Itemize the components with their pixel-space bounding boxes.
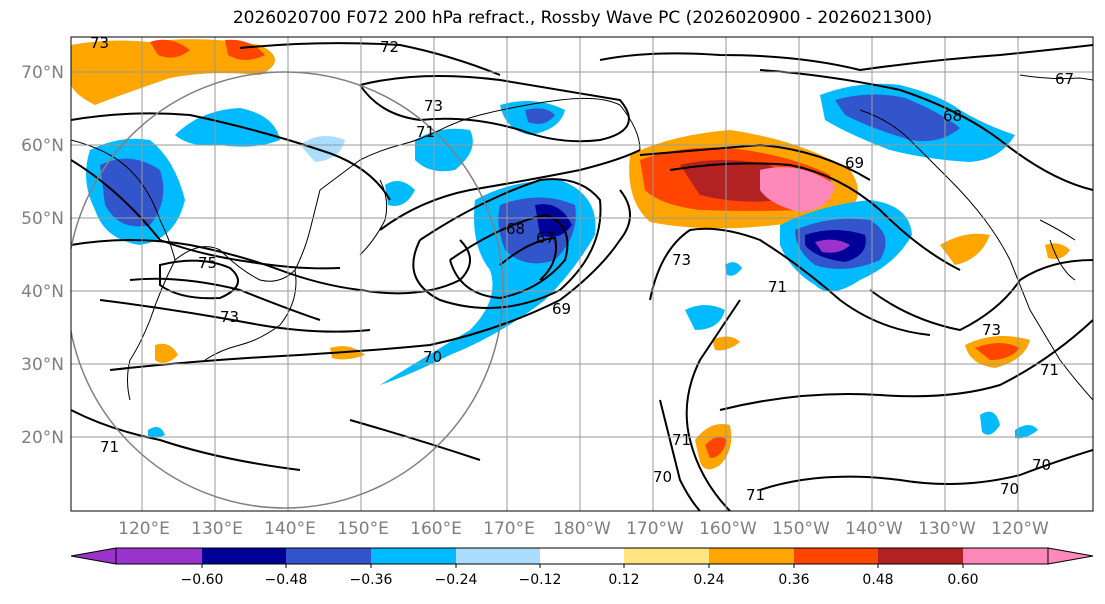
contour-label: 71 xyxy=(416,123,435,141)
colorbar-cell xyxy=(709,548,794,564)
longitude-labels: 120°E 130°E 140°E 150°E 160°E 170°E 180°… xyxy=(118,519,1049,539)
colorbar-tick-label: −0.60 xyxy=(181,572,224,588)
lon-label: 120°E xyxy=(118,519,170,539)
contour-label: 73 xyxy=(982,321,1001,339)
contour-label: 75 xyxy=(198,254,217,272)
colorbar-cells xyxy=(115,547,1049,565)
lon-label: 140°W xyxy=(845,519,903,539)
contour-label: 73 xyxy=(90,34,109,52)
colorbar: −0.60 −0.48 −0.36 −0.24 −0.12 0.12 0.24 0.36 0.4… xyxy=(70,547,1094,588)
contour-label: 67 xyxy=(536,229,555,247)
colorbar-cell xyxy=(963,548,1048,564)
great-circle-ring xyxy=(71,71,504,509)
contour-label: 70 xyxy=(1000,480,1019,498)
lon-label: 150°E xyxy=(337,519,389,539)
colorbar-tick-label: 0.36 xyxy=(778,572,809,588)
colorbar-cell xyxy=(202,548,286,564)
colorbar-cell xyxy=(794,548,878,564)
lat-label: 50°N xyxy=(21,209,64,229)
contour-label: 70 xyxy=(653,468,672,486)
lat-label: 70°N xyxy=(21,63,64,83)
colorbar-tick-label: −0.48 xyxy=(265,572,308,588)
contour-label: 71 xyxy=(100,438,119,456)
contour-label: 68 xyxy=(506,220,525,238)
contour-label: 71 xyxy=(1040,361,1059,379)
contour-label: 71 xyxy=(746,486,765,504)
lon-label: 150°W xyxy=(772,519,830,539)
colorbar-tick-label: 0.60 xyxy=(947,572,978,588)
lat-label: 60°N xyxy=(21,136,64,156)
colorbar-outline xyxy=(115,547,1049,565)
colorbar-cell xyxy=(624,548,709,564)
contour-label: 71 xyxy=(768,278,787,296)
contour-label: 73 xyxy=(672,251,691,269)
colorbar-tick-label: −0.36 xyxy=(350,572,393,588)
colorbar-ticks: −0.60 −0.48 −0.36 −0.24 −0.12 0.12 0.24 0.36 0.4… xyxy=(181,564,979,588)
contour-label-group: 72 73 71 75 73 68 67 69 70 73 71 73 69 6… xyxy=(90,34,1074,504)
lat-label: 20°N xyxy=(21,428,64,448)
lon-label: 120°W xyxy=(991,519,1049,539)
latitude-labels: 70°N 60°N 50°N 40°N 30°N 20°N xyxy=(21,63,64,448)
lon-label: 180°W xyxy=(553,519,611,539)
colorbar-tick-label: 0.48 xyxy=(862,572,893,588)
colorbar-tick-label: −0.24 xyxy=(435,572,478,588)
lat-label: 40°N xyxy=(21,282,64,302)
colorbar-cell xyxy=(878,548,963,564)
map-title: 2026020700 F072 200 hPa refract., Rossby… xyxy=(232,8,933,28)
colorbar-cell xyxy=(116,548,202,564)
contour-label: 73 xyxy=(424,97,443,115)
contour-label: 70 xyxy=(1032,456,1051,474)
lon-label: 170°E xyxy=(483,519,535,539)
colorbar-cell xyxy=(540,548,624,564)
colorbar-tick-label: −0.12 xyxy=(519,572,562,588)
contour-label: 69 xyxy=(552,300,571,318)
lat-label: 30°N xyxy=(21,355,64,375)
colorbar-min-extend xyxy=(70,547,117,565)
contour-label: 69 xyxy=(845,154,864,172)
graticule xyxy=(71,37,1093,511)
lon-label: 130°W xyxy=(918,519,976,539)
contour-label: 71 xyxy=(672,431,691,449)
contour-label: 72 xyxy=(380,38,399,56)
colorbar-max-extend xyxy=(1047,547,1094,565)
contour-label: 70 xyxy=(423,348,442,366)
contour-label: 73 xyxy=(220,308,239,326)
lon-label: 170°W xyxy=(626,519,684,539)
lon-label: 140°E xyxy=(264,519,316,539)
contour-label: 67 xyxy=(1055,70,1074,88)
colorbar-cell xyxy=(286,548,371,564)
map-frame xyxy=(70,36,1094,512)
colorbar-tick-label: 0.24 xyxy=(693,572,724,588)
lon-label: 160°W xyxy=(699,519,757,539)
lon-label: 130°E xyxy=(191,519,243,539)
lon-label: 160°E xyxy=(410,519,462,539)
colorbar-cell xyxy=(456,548,540,564)
contour-label: 68 xyxy=(943,107,962,125)
colorbar-tick-label: 0.12 xyxy=(608,572,639,588)
colorbar-cell xyxy=(371,548,456,564)
